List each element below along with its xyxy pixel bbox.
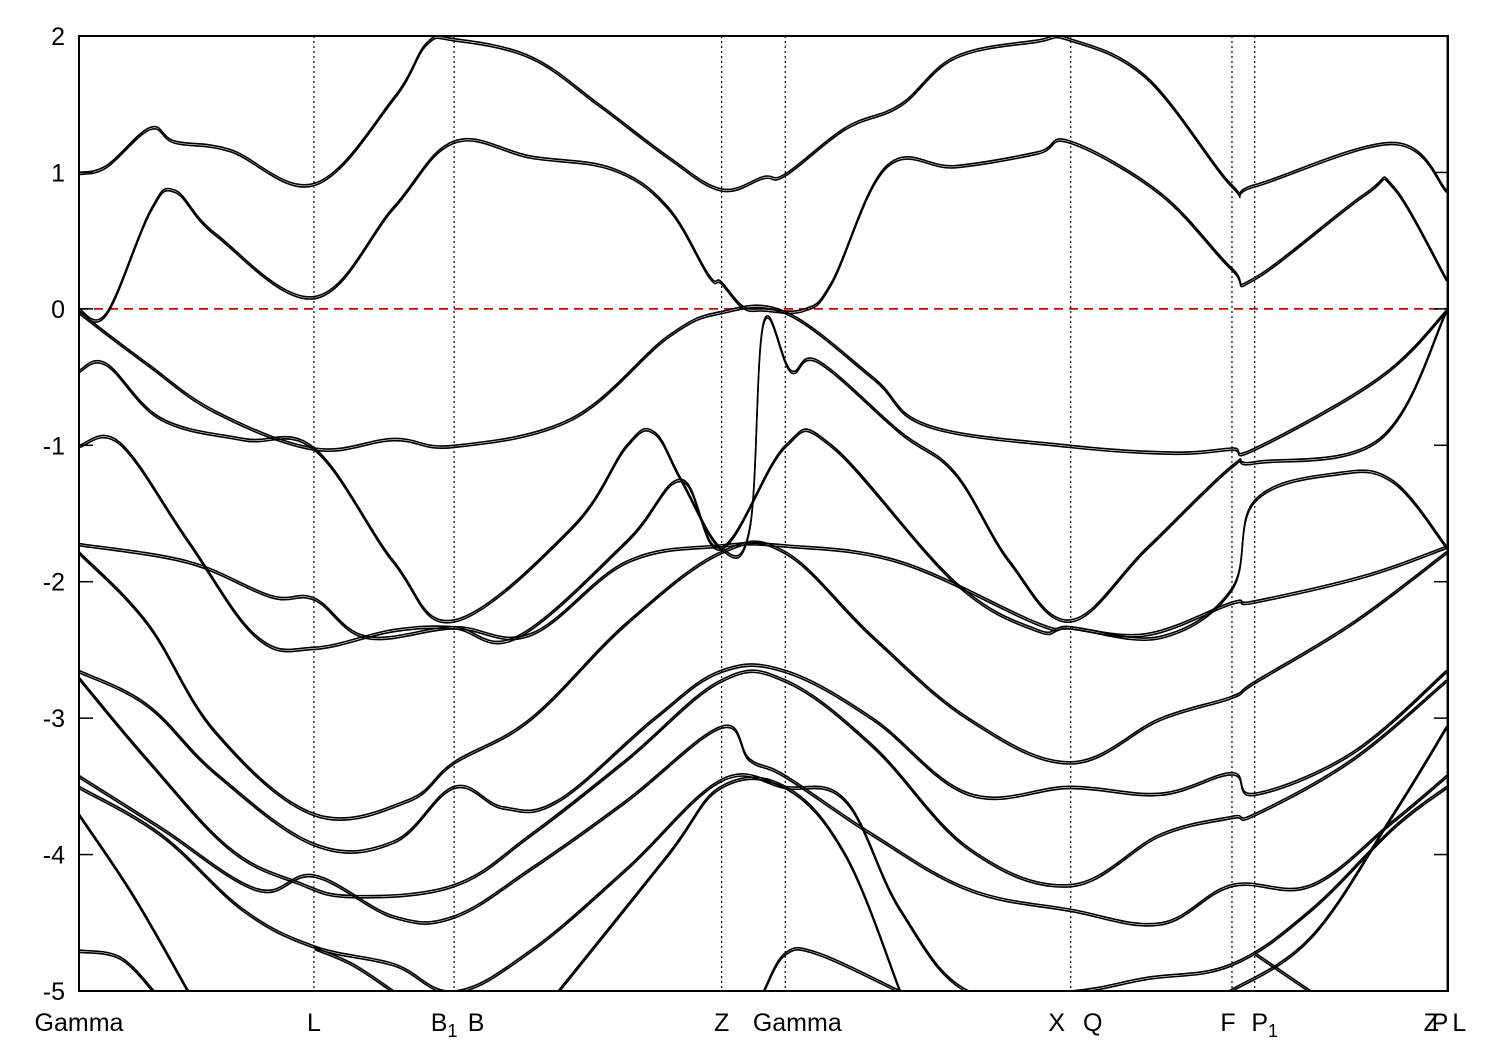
ytick-label--3: -3 xyxy=(43,705,65,733)
kpoint-label-11: L xyxy=(1452,1009,1466,1037)
bands-layer xyxy=(79,36,1448,991)
band-9-pair xyxy=(79,726,1448,927)
ytick-label-1: 1 xyxy=(51,159,65,187)
band-14 xyxy=(557,776,902,991)
band-5-pair xyxy=(79,544,1447,641)
band-17-pair xyxy=(1231,728,1448,991)
band-14-pair xyxy=(558,778,901,991)
kpoint-label-10: Z xyxy=(1424,1009,1439,1037)
kpoint-label-2: B1 xyxy=(431,1009,458,1041)
kpoint-label-5: Gamma xyxy=(753,1009,842,1037)
band-6 xyxy=(79,540,1448,819)
band-7-pair xyxy=(79,665,1448,854)
band-9 xyxy=(79,724,1448,925)
ytick-label-2: 2 xyxy=(51,23,65,51)
plot-frame xyxy=(78,35,1449,992)
band-7 xyxy=(79,663,1448,852)
band-2-pair xyxy=(79,306,1448,457)
ytick-label--4: -4 xyxy=(43,842,65,870)
band-10-pair xyxy=(79,775,1448,991)
kpoint-label-1: L xyxy=(307,1009,321,1037)
band-1-pair xyxy=(79,140,1448,323)
band-15-pair xyxy=(763,949,898,991)
band-13-pair xyxy=(314,948,393,991)
band-12-pair xyxy=(79,951,154,991)
band-6-pair xyxy=(79,542,1448,821)
kpoint-label-4: Z xyxy=(714,1009,729,1037)
kpoint-label-6: X xyxy=(1048,1009,1065,1037)
ytick-label-0: 0 xyxy=(51,296,65,324)
band-8 xyxy=(79,669,1448,897)
band-12 xyxy=(79,949,155,991)
ytick-label--2: -2 xyxy=(43,569,65,597)
band-4-pair xyxy=(79,430,1448,653)
kpoint-label-0: Gamma xyxy=(35,1009,124,1037)
ytick-label--5: -5 xyxy=(43,978,65,1006)
band-15 xyxy=(762,946,901,991)
kpoint-label-sub-9: 1 xyxy=(1268,1021,1278,1041)
band-11 xyxy=(79,813,190,991)
band-8-pair xyxy=(79,671,1448,899)
band-16 xyxy=(1254,952,1312,991)
band-3-pair xyxy=(79,312,1448,624)
band-1 xyxy=(79,137,1448,321)
kpoint-label-8: F xyxy=(1220,1009,1235,1037)
kpoint-label-12: P xyxy=(1432,1009,1449,1037)
band-0 xyxy=(79,36,1448,197)
ytick-label--1: -1 xyxy=(43,432,65,460)
band-13 xyxy=(314,946,395,991)
kpoint-label-9: P1 xyxy=(1251,1009,1278,1041)
kpoint-label-sub-2: 1 xyxy=(447,1021,457,1041)
kpoint-label-7: Q xyxy=(1083,1009,1102,1037)
band-2 xyxy=(79,304,1448,455)
band-17 xyxy=(1228,725,1448,991)
band-11-pair xyxy=(79,815,189,991)
band-0-pair xyxy=(79,36,1448,199)
band-3 xyxy=(79,309,1448,622)
kpoint-label-3: B xyxy=(468,1009,485,1037)
